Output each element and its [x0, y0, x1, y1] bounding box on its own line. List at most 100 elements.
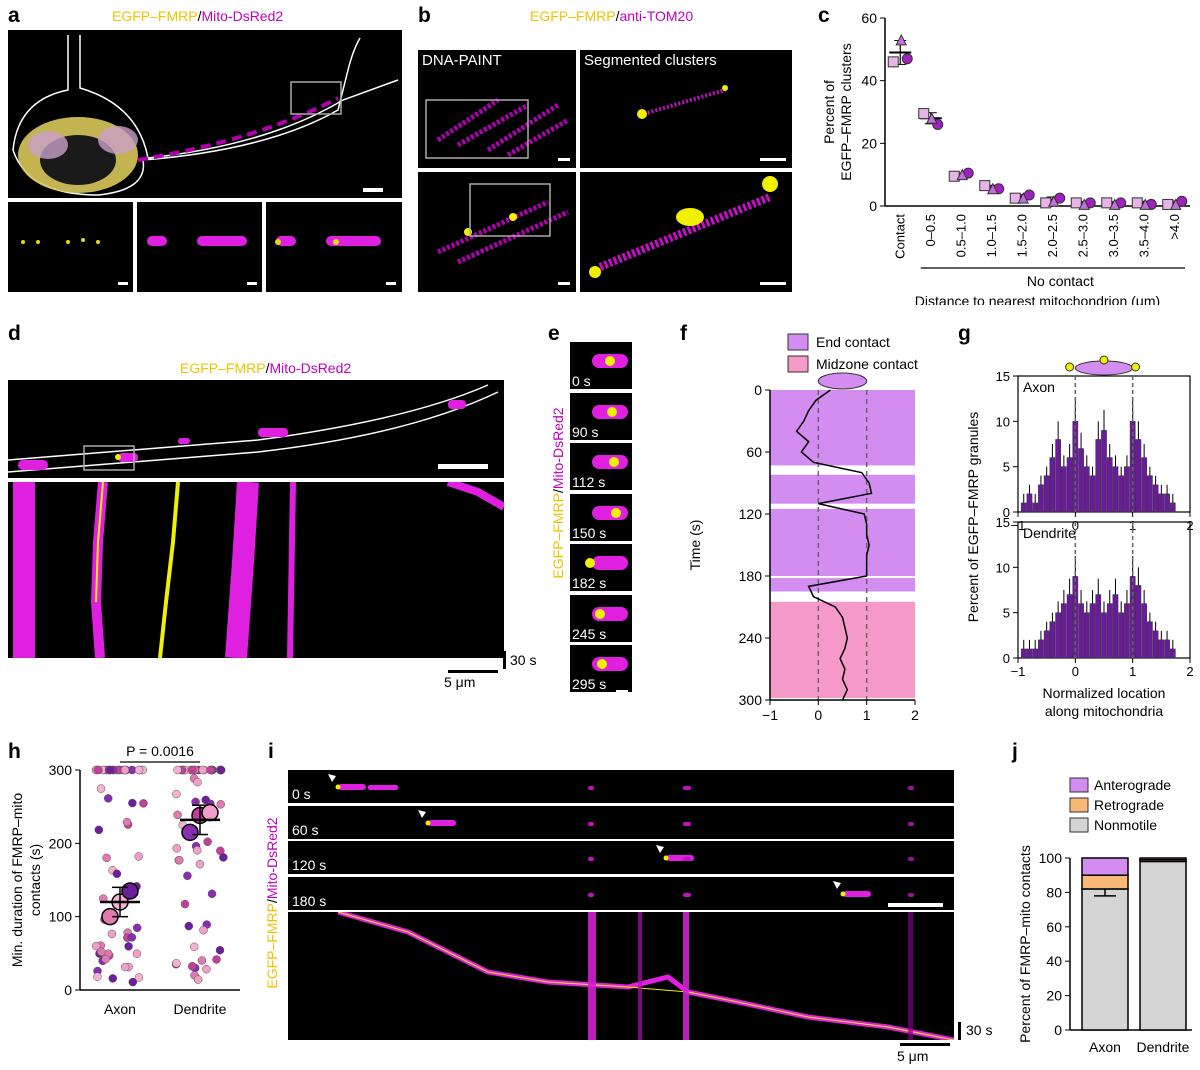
f-legend-label-1: Midzone contact	[816, 356, 918, 372]
g-axon-bar-23	[1152, 484, 1159, 513]
c-point-square-1	[918, 108, 930, 120]
f-ytick-label-3: 180	[739, 568, 763, 584]
h-dendrite-dot-19	[207, 889, 217, 899]
panel-e-frame-label-6: 295 s	[572, 676, 607, 692]
h-ylabel-line1: Min. duration of FMRP–mito	[9, 793, 25, 967]
chart-h: 0 100 200 300 Min. duration of FMRP–mito cont…	[9, 743, 240, 1017]
g-dendrite-bar-24	[1158, 639, 1165, 659]
h-dendrite-dot-56	[173, 765, 182, 775]
panel-e-ylabel-mito: Mito-DsRed2	[550, 407, 566, 490]
h-ylabel-line2: contacts (s)	[27, 844, 43, 916]
j-ytick-label-5: 100	[1039, 850, 1063, 866]
h-dendrite-dot-21	[212, 955, 221, 964]
h-dendrite-dot-11	[192, 846, 202, 855]
g-dendrite-bar-20	[1135, 585, 1142, 659]
panel-b-dna-paint-bottom	[418, 172, 576, 292]
panel-label-e: e	[548, 322, 560, 345]
c-point-triangle-9	[1169, 198, 1182, 210]
g-axon-bar-1	[1026, 493, 1033, 513]
g-axon-bar-11	[1083, 466, 1090, 513]
h-dendrite-dot-40	[184, 921, 194, 931]
c-point-triangle-4	[1017, 192, 1030, 204]
j-legend-swatch-2	[1069, 817, 1089, 833]
h-axon-dot-37	[103, 794, 113, 803]
f-xtick-label-2: 1	[863, 707, 871, 723]
h-dendrite-dot-57	[188, 765, 197, 775]
h-dendrite-dot-6	[216, 800, 225, 809]
j-ylabel: Percent of FMRP–mito contacts	[1017, 845, 1033, 1043]
h-dendrite-dot-9	[203, 837, 212, 847]
g-xlabel-line2: along mitochondria	[1045, 703, 1164, 719]
g-axon-bar-6	[1055, 439, 1061, 513]
h-dendrite-dot-26	[172, 959, 181, 968]
h-dendrite-dot-32	[172, 789, 181, 799]
c-xtick-label-3: 1.0–1.5	[984, 214, 999, 257]
h-axon-dot-57	[94, 765, 103, 775]
g-dendrite-bar-22	[1147, 621, 1153, 659]
f-xtick-label-0: −1	[762, 707, 778, 723]
h-pvalue: P = 0.0016	[126, 743, 194, 759]
panel-i-time-scale-label: 30 s	[966, 1022, 993, 1038]
g-axon-ytick-label-1: 5	[1003, 460, 1010, 475]
h-axon-dot-4	[94, 825, 104, 835]
h-axon-dot-28	[128, 798, 137, 808]
j-ytick-label-0: 0	[1054, 1022, 1062, 1038]
panel-d-kymograph	[8, 482, 504, 658]
j-legend-swatch-0	[1069, 777, 1089, 793]
g-axon-bar-17	[1118, 475, 1125, 513]
panel-label-c: c	[818, 4, 830, 27]
g-dendrite-bar-15	[1106, 603, 1113, 659]
panel-i-frame-label-0: 0 s	[292, 786, 311, 802]
h-dendrite-dot-17	[172, 844, 182, 853]
panel-i-frame-label-2: 120 s	[292, 857, 327, 873]
j-ytick-label-3: 60	[1046, 919, 1062, 935]
h-axon-dot-35	[134, 852, 143, 861]
panel-i-ylabel-egfp: EGFP–FMRP	[264, 903, 280, 989]
h-dendrite-dot-59	[193, 975, 203, 984]
panel-a-title-sep: /	[197, 8, 202, 24]
h-axon-dot-46	[108, 974, 118, 983]
j-xtick-label-0: Axon	[1089, 1039, 1121, 1055]
panel-b-title-tom: anti-TOM20	[619, 8, 694, 24]
g-dendrite-bar-18	[1124, 603, 1130, 659]
c-point-triangle-2	[956, 168, 969, 181]
h-ytick-label-1: 100	[49, 909, 73, 925]
c-xtick-label-1: 0–0.5	[923, 214, 938, 247]
h-dendrite-dot-12	[173, 810, 182, 820]
c-point-square-7	[1101, 197, 1113, 209]
panel-label-i: i	[268, 740, 274, 763]
h-axon-dot-27	[139, 799, 148, 808]
j-dendrite-anterograde-bar	[1139, 857, 1187, 861]
g-axon-bar-16	[1112, 466, 1119, 513]
g-axon-bar-26	[1169, 502, 1176, 513]
panel-i-ylabel-mito: Mito-DsRed2	[264, 817, 280, 900]
f-ytick-label-1: 60	[746, 444, 762, 460]
panel-label-b: b	[418, 4, 431, 27]
c-point-triangle-0	[895, 33, 908, 46]
c-ytick-label-1: 20	[861, 135, 877, 151]
g-axon-bar-13	[1095, 439, 1102, 513]
h-axon-dot-8	[96, 784, 106, 793]
h-dendrite-dot-0	[197, 956, 207, 965]
panel-e-ylabel: EGFP–FMRP/Mito-DsRed2	[548, 345, 566, 655]
h-xtick-label-0: Axon	[104, 1001, 136, 1017]
h-dendrite-dot-4	[219, 853, 228, 862]
h-dendrite-dot-52	[216, 765, 226, 775]
g-axon-bar-22	[1147, 475, 1153, 513]
g-axon-bar-2	[1032, 502, 1039, 513]
g-granule-icon-0	[1065, 362, 1075, 372]
h-dendrite-dot-58	[201, 795, 210, 805]
panel-i-frame-2: 120 s	[288, 841, 954, 874]
h-axon-dot-52	[128, 977, 138, 987]
g-axon-bar-15	[1106, 457, 1113, 513]
h-axon-dot-2	[134, 973, 144, 982]
panel-b-segmented-bottom	[580, 172, 792, 292]
f-ytick-label-0: 0	[754, 382, 762, 398]
h-dendrite-dot-33	[188, 962, 197, 971]
panel-b-title-sep: /	[615, 8, 620, 24]
panel-a-inset-merge	[266, 202, 402, 292]
f-ytick-label-5: 300	[739, 692, 763, 708]
j-axon-anterograde-bar	[1081, 857, 1129, 876]
g-dendrite-bar-16	[1112, 594, 1119, 659]
